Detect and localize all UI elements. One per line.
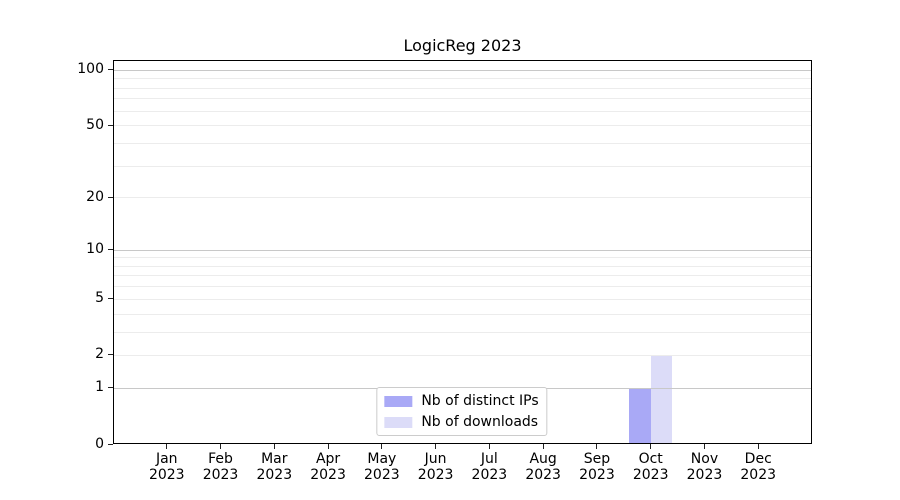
x-tick-label-may: May 2023 bbox=[350, 451, 414, 483]
gridline-minor-90 bbox=[113, 78, 812, 80]
x-tick-mark-jun bbox=[435, 444, 437, 449]
gridline-minor-7 bbox=[113, 275, 812, 277]
legend-swatch-downloads bbox=[384, 416, 413, 428]
x-tick-month-sep: Sep bbox=[583, 451, 611, 467]
x-tick-label-jul: Jul 2023 bbox=[457, 451, 521, 483]
y-tick-label-20: 20 bbox=[86, 188, 104, 205]
x-tick-label-mar: Mar 2023 bbox=[242, 451, 306, 483]
gridline-minor-30 bbox=[113, 165, 812, 167]
y-tick-label-100: 100 bbox=[77, 61, 104, 78]
gridline-minor-70 bbox=[113, 98, 812, 100]
x-tick-month-jul: Jul bbox=[480, 451, 498, 467]
legend-entry-downloads: Nb of downloads bbox=[384, 414, 538, 430]
x-tick-month-aug: Aug bbox=[529, 451, 557, 467]
x-tick-mark-jan bbox=[166, 444, 168, 449]
legend-entry-distinct-ips: Nb of distinct IPs bbox=[384, 393, 539, 409]
x-tick-month-jan: Jan bbox=[155, 451, 178, 467]
x-tick-label-feb: Feb 2023 bbox=[189, 451, 253, 483]
x-tick-month-dec: Dec bbox=[744, 451, 772, 467]
y-tick-mark-1 bbox=[108, 387, 113, 389]
y-tick-mark-10 bbox=[108, 249, 113, 251]
x-tick-year-jan: 2023 bbox=[148, 467, 185, 483]
gridline-minor-8 bbox=[113, 265, 812, 267]
x-tick-year-aug: 2023 bbox=[525, 467, 561, 483]
y-tick-label-5: 5 bbox=[95, 290, 104, 307]
gridline-minor-2 bbox=[113, 354, 812, 356]
x-tick-month-jun: Jun bbox=[424, 451, 447, 467]
x-tick-year-may: 2023 bbox=[364, 467, 400, 483]
x-tick-label-jun: Jun 2023 bbox=[404, 451, 468, 483]
gridline-minor-9 bbox=[113, 257, 812, 259]
gridline-minor-6 bbox=[113, 286, 812, 288]
x-tick-mark-mar bbox=[273, 444, 275, 449]
x-tick-mark-may bbox=[381, 444, 383, 449]
gridline-major-10 bbox=[113, 249, 812, 251]
x-tick-label-jan: Jan 2023 bbox=[135, 451, 199, 483]
y-tick-mark-20 bbox=[108, 196, 113, 198]
legend-swatch-distinct-ips bbox=[384, 395, 413, 407]
legend-label-distinct-ips: Nb of distinct IPs bbox=[421, 393, 539, 409]
y-tick-label-2: 2 bbox=[95, 346, 104, 363]
x-tick-year-oct: 2023 bbox=[632, 467, 669, 483]
gridline-minor-50 bbox=[113, 125, 812, 127]
gridline-minor-20 bbox=[113, 197, 812, 199]
x-tick-year-dec: 2023 bbox=[740, 467, 777, 483]
x-tick-year-feb: 2023 bbox=[202, 467, 239, 483]
y-tick-mark-100 bbox=[108, 69, 113, 71]
x-tick-year-apr: 2023 bbox=[310, 467, 346, 483]
legend-label-downloads: Nb of downloads bbox=[421, 414, 539, 430]
plot-area bbox=[113, 60, 812, 444]
gridline-major-100 bbox=[113, 69, 812, 71]
x-tick-mark-nov bbox=[703, 444, 705, 449]
x-tick-month-oct: Oct bbox=[638, 451, 663, 467]
y-tick-mark-50 bbox=[108, 124, 113, 126]
x-tick-year-sep: 2023 bbox=[579, 467, 615, 483]
x-tick-mark-apr bbox=[327, 444, 329, 449]
legend: Nb of distinct IPs Nb of downloads bbox=[376, 387, 548, 436]
x-tick-year-jul: 2023 bbox=[471, 467, 508, 483]
x-tick-mark-oct bbox=[650, 444, 652, 449]
x-tick-month-mar: Mar bbox=[261, 451, 288, 467]
x-tick-mark-jul bbox=[488, 444, 490, 449]
y-tick-label-1: 1 bbox=[95, 379, 104, 396]
x-tick-year-nov: 2023 bbox=[686, 467, 723, 483]
gridline-minor-3 bbox=[113, 331, 812, 333]
x-tick-mark-aug bbox=[542, 444, 544, 449]
y-tick-label-0: 0 bbox=[95, 435, 104, 452]
y-tick-label-50: 50 bbox=[86, 116, 104, 133]
x-tick-label-nov: Nov 2023 bbox=[672, 451, 736, 483]
x-tick-label-apr: Apr 2023 bbox=[296, 451, 360, 483]
bar-nb-of-downloads-oct bbox=[650, 354, 673, 444]
y-tick-mark-5 bbox=[108, 298, 113, 300]
y-tick-mark-2 bbox=[108, 354, 113, 356]
x-tick-month-nov: Nov bbox=[690, 451, 719, 467]
x-tick-mark-feb bbox=[220, 444, 222, 449]
gridline-minor-4 bbox=[113, 313, 812, 315]
x-tick-month-apr: Apr bbox=[315, 451, 341, 467]
x-tick-year-mar: 2023 bbox=[256, 467, 293, 483]
x-tick-month-feb: Feb bbox=[208, 451, 233, 467]
gridline-minor-60 bbox=[113, 110, 812, 112]
gridline-minor-40 bbox=[113, 142, 812, 144]
x-tick-year-jun: 2023 bbox=[417, 467, 454, 483]
bar-nb-of-distinct-ips-oct bbox=[629, 387, 651, 444]
x-tick-label-oct: Oct 2023 bbox=[619, 451, 683, 483]
gridline-minor-80 bbox=[113, 87, 812, 89]
x-tick-month-may: May bbox=[367, 451, 397, 467]
y-tick-label-10: 10 bbox=[86, 241, 104, 258]
y-tick-mark-0 bbox=[108, 443, 113, 445]
chart-title: LogicReg 2023 bbox=[403, 36, 522, 55]
gridline-minor-5 bbox=[113, 298, 812, 300]
x-tick-label-aug: Aug 2023 bbox=[511, 451, 575, 483]
x-tick-mark-sep bbox=[596, 444, 598, 449]
x-tick-label-dec: Dec 2023 bbox=[726, 451, 790, 483]
x-tick-mark-dec bbox=[757, 444, 759, 449]
x-tick-label-sep: Sep 2023 bbox=[565, 451, 629, 483]
